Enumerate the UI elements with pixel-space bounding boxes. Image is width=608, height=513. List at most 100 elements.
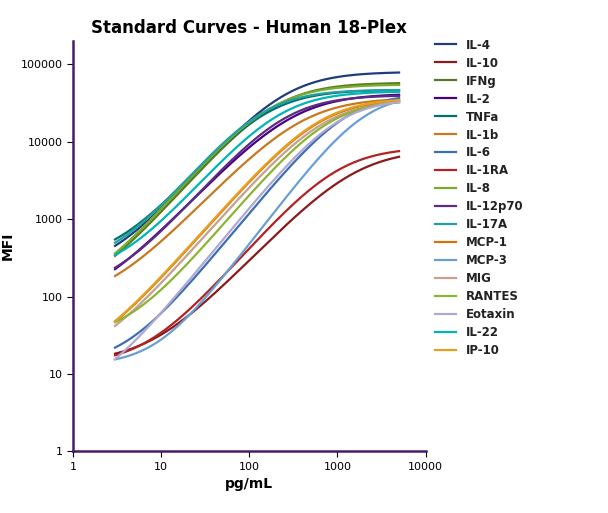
MCP-3 [371,107,378,113]
X-axis label: pg/mL: pg/mL [225,478,274,491]
IL-2 [371,93,378,99]
IL-1RA [371,152,378,159]
IP-10 [371,100,378,106]
IL-1b [128,262,136,268]
IL-10 [128,345,136,351]
MCP-1 [164,267,171,273]
IL-17A [371,87,378,93]
MCP-1 [381,99,389,105]
Eotaxin [128,341,136,347]
IL-10 [395,154,402,160]
Line: IFNg: IFNg [115,83,399,256]
IP-10 [381,98,389,104]
IL-17A [164,195,171,202]
MCP-1 [187,243,195,249]
RANTES [187,257,195,263]
Line: TNFa: TNFa [115,90,399,240]
IL-10 [381,157,389,164]
IL-2 [123,258,130,264]
Eotaxin [164,302,171,308]
IL-17A [111,240,119,246]
IL-10 [123,347,130,353]
IL-4 [371,70,378,76]
IL-17A [381,87,389,93]
Line: MIG: MIG [115,102,399,326]
IL-12p70 [164,222,171,228]
IL-10 [111,350,119,357]
Title: Standard Curves - Human 18-Plex: Standard Curves - Human 18-Plex [91,18,407,37]
Line: IP-10: IP-10 [115,100,399,321]
IL-1b [187,211,195,217]
IL-22 [187,189,195,195]
IL-4 [381,70,389,76]
IL-8 [164,199,171,205]
MCP-1 [123,309,130,315]
MIG [128,308,136,314]
IP-10 [187,242,195,248]
Line: IL-17A: IL-17A [115,90,399,243]
IL-8 [111,250,119,256]
Line: IL-6: IL-6 [115,98,399,348]
IL-22 [164,211,171,218]
IL-1RA [123,348,130,354]
IFNg [395,80,402,86]
IL-2 [381,92,389,98]
MIG [111,323,119,329]
Line: IL-22: IL-22 [115,92,399,255]
IL-22 [123,245,130,251]
RANTES [111,319,119,325]
IFNg [111,253,119,259]
RANTES [371,103,378,109]
IL-2 [128,253,136,259]
Line: IL-1b: IL-1b [115,100,399,276]
MCP-3 [128,351,136,358]
Eotaxin [381,101,389,107]
MCP-1 [395,98,402,104]
IL-1b [381,97,389,103]
IL-6 [395,95,402,101]
Eotaxin [395,99,402,105]
MIG [371,102,378,108]
IL-12p70 [128,253,136,259]
IL-1RA [187,305,195,311]
IL-1b [111,273,119,279]
IL-1RA [111,352,119,359]
IL-8 [128,235,136,241]
IL-22 [381,89,389,95]
IFNg [187,177,195,184]
MCP-1 [371,101,378,107]
IL-22 [395,89,402,95]
IL-12p70 [123,257,130,263]
RANTES [123,313,130,319]
IL-12p70 [371,93,378,100]
IL-22 [371,89,378,95]
IL-17A [187,172,195,179]
IP-10 [123,308,130,314]
Line: RANTES: RANTES [115,102,399,322]
IL-8 [187,175,195,181]
IL-4 [128,231,136,237]
MCP-1 [111,319,119,325]
IL-12p70 [395,93,402,99]
IP-10 [128,303,136,309]
IFNg [381,81,389,87]
MIG [123,313,130,320]
TNFa [371,88,378,94]
Line: MCP-1: MCP-1 [115,101,399,322]
IL-6 [187,279,195,285]
TNFa [395,87,402,93]
IL-1RA [395,148,402,154]
IL-6 [371,101,378,107]
IL-4 [111,243,119,249]
IL-6 [111,345,119,351]
Line: IL-2: IL-2 [115,95,399,269]
IL-10 [371,161,378,167]
MCP-3 [111,357,119,363]
TNFa [381,87,389,93]
IL-1RA [381,150,389,156]
MCP-3 [123,353,130,360]
MIG [381,101,389,107]
IL-8 [395,82,402,88]
IL-1b [371,98,378,104]
IL-8 [123,240,130,246]
